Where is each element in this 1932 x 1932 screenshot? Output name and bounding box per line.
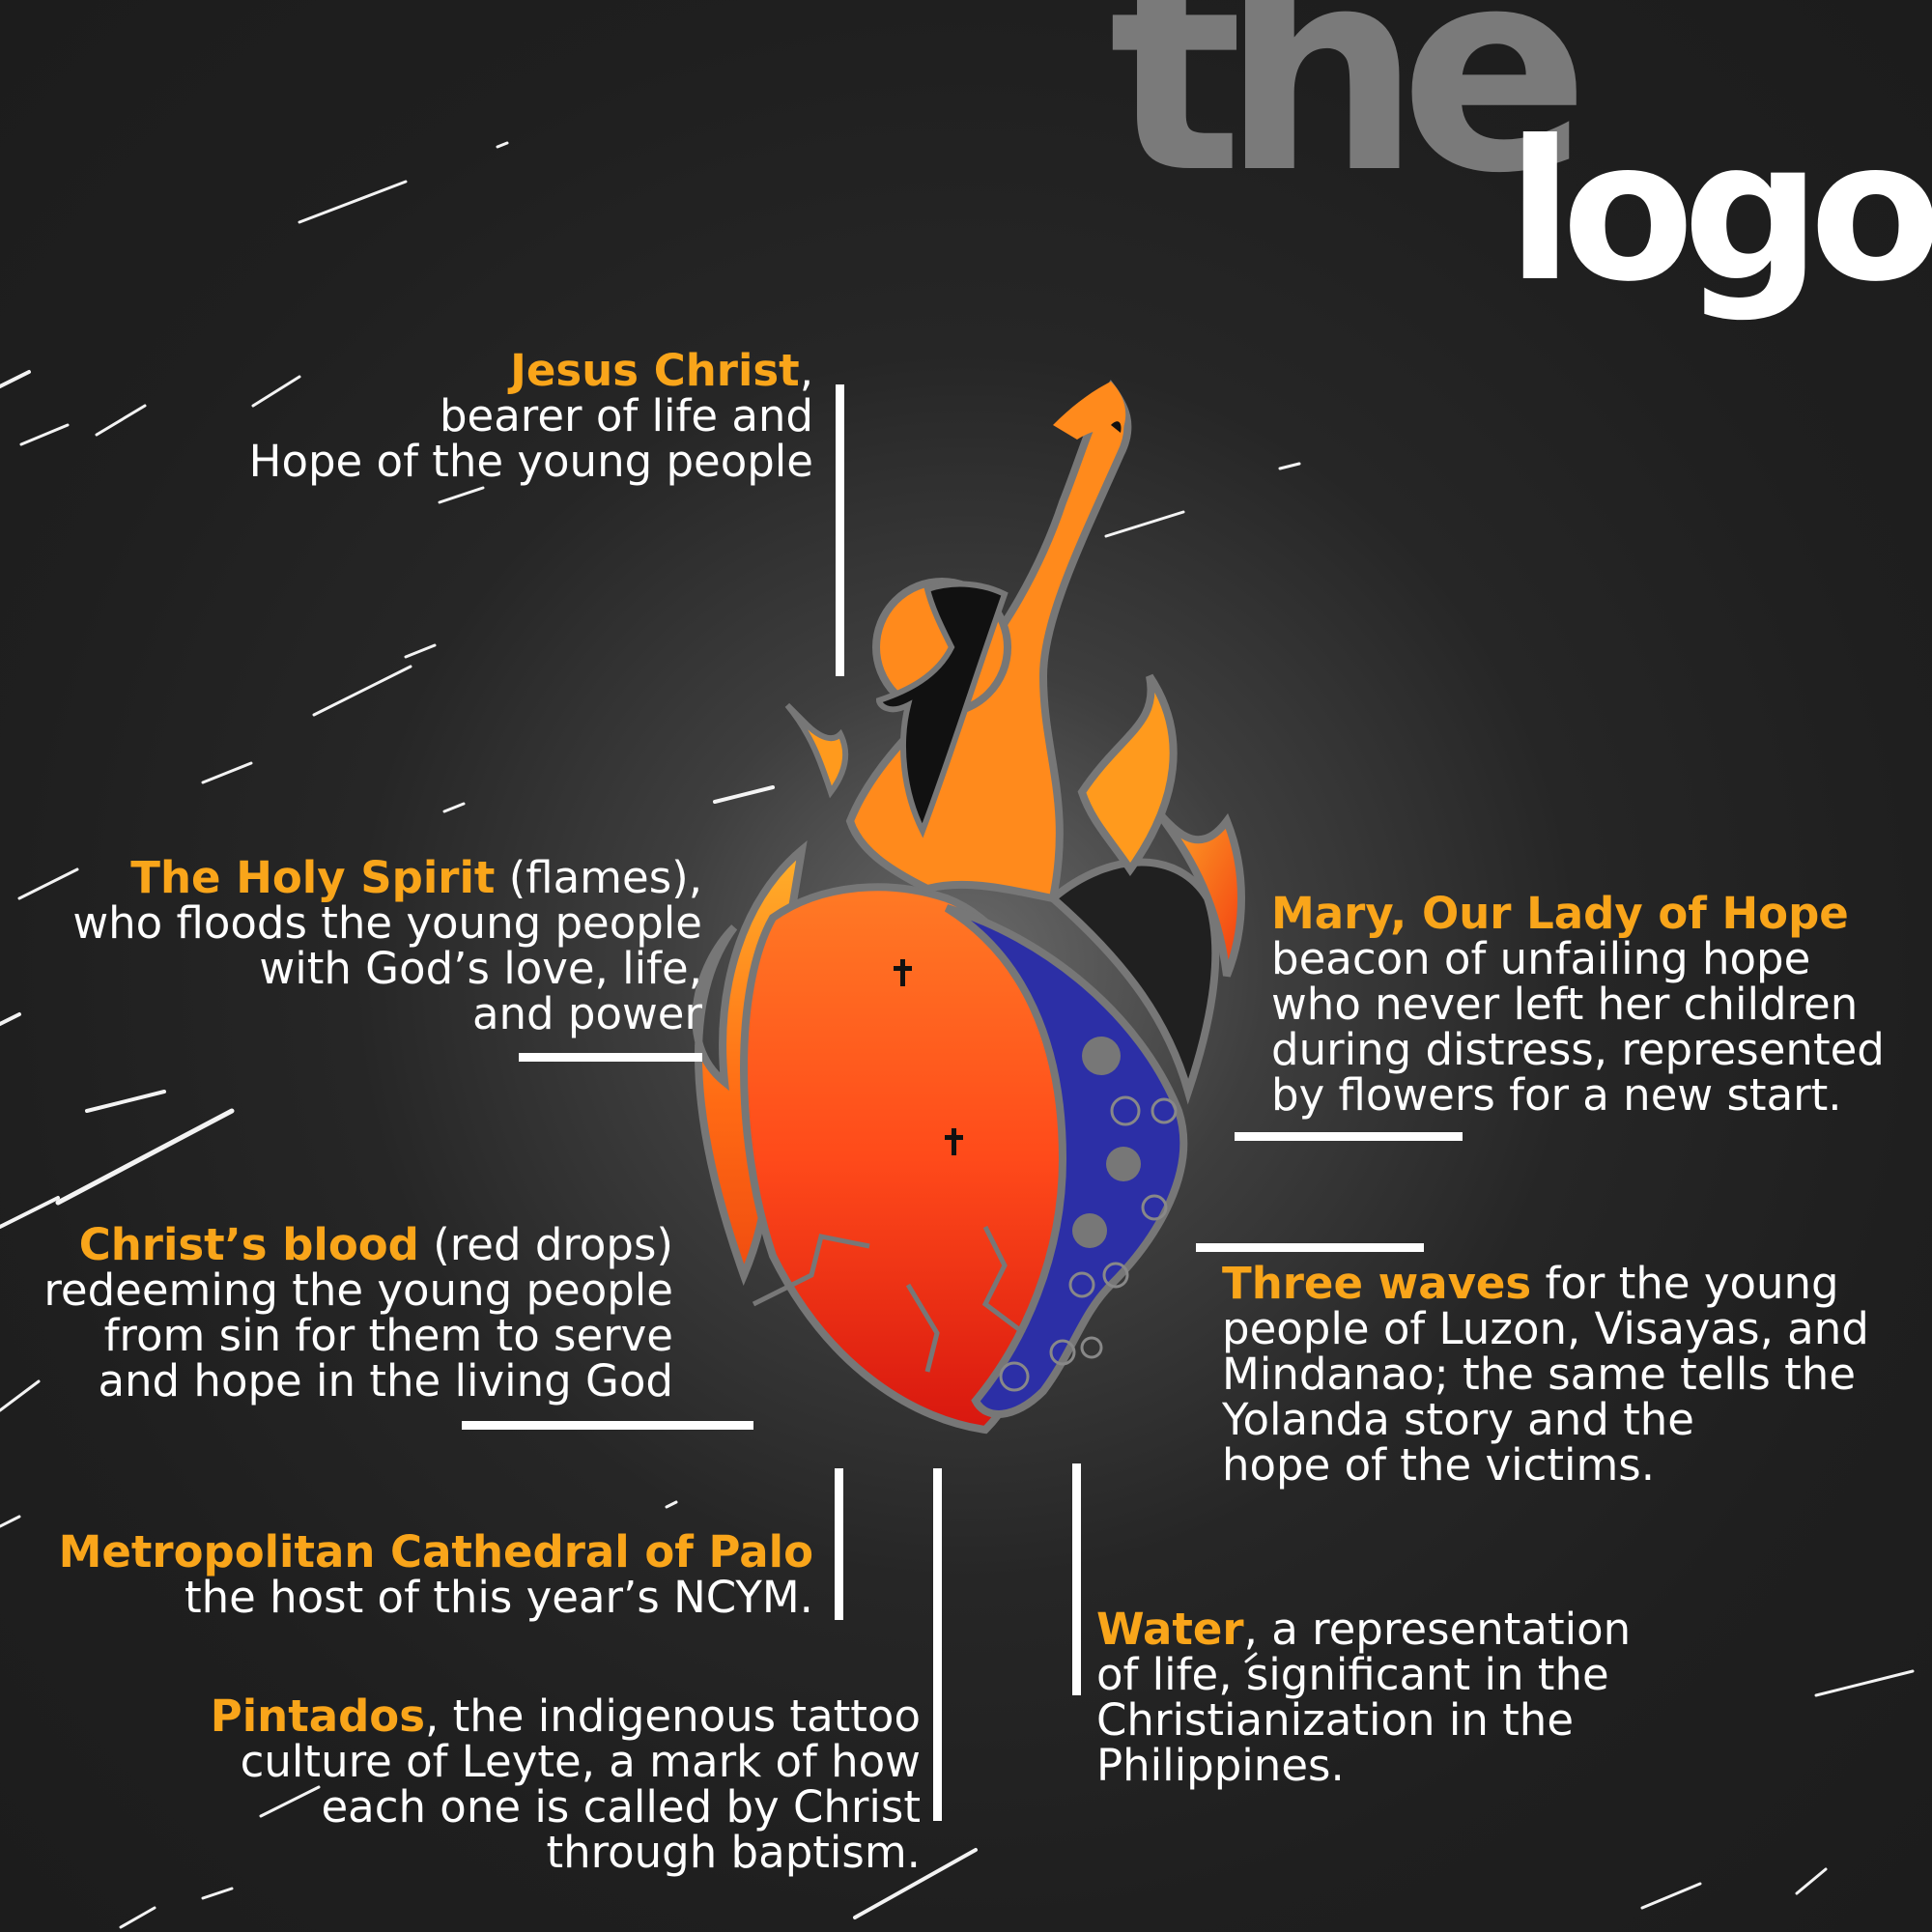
- label-blood: Christ’s blood: [78, 1219, 419, 1270]
- label-water: Water: [1096, 1604, 1244, 1655]
- annotation-pintados: Pintados, the indigenous tattoo culture …: [210, 1690, 921, 1878]
- right-flame-2: [1077, 673, 1178, 877]
- annotation-jesus: Jesus Christ, bearer of life and Hope of…: [248, 345, 813, 487]
- annotation-mary: Mary, Our Lady of Hope beacon of unfaili…: [1271, 888, 1885, 1121]
- rule-cathedral: [835, 1468, 843, 1620]
- label-waves: Three waves: [1222, 1258, 1532, 1309]
- annotation-water: Water, a representation of life, signifi…: [1096, 1604, 1632, 1791]
- rule-waves: [1196, 1243, 1424, 1252]
- cross-icon: [945, 1128, 963, 1155]
- label-pintados: Pintados: [210, 1690, 425, 1742]
- title-word-the: the: [1109, 0, 1590, 235]
- annotation-holy-spirit: The Holy Spirit (flames), who floods the…: [72, 852, 702, 1039]
- label-mary: Mary, Our Lady of Hope: [1271, 888, 1849, 939]
- annotation-waves: Three waves for the young people of Luzo…: [1222, 1258, 1869, 1491]
- label-holy-spirit: The Holy Spirit: [130, 852, 496, 903]
- label-jesus: Jesus Christ: [510, 345, 800, 396]
- right-flame: [1146, 799, 1245, 978]
- mary-mantle: [1046, 858, 1220, 1105]
- bird-flame: [784, 702, 849, 799]
- title-word-logo: logo: [1507, 99, 1932, 325]
- cross-icon: [894, 959, 912, 986]
- rule-holy-spirit: [519, 1053, 702, 1062]
- annotation-blood: Christ’s blood (red drops) redeeming the…: [43, 1219, 673, 1406]
- raised-arm: [1053, 382, 1126, 440]
- rule-mary: [1235, 1132, 1463, 1141]
- rule-pintados: [933, 1468, 942, 1821]
- annotation-cathedral: Metropolitan Cathedral of Palo the host …: [58, 1526, 813, 1623]
- veil: [875, 581, 1009, 838]
- flower-icon: [999, 1095, 1178, 1392]
- rule-jesus: [836, 384, 844, 676]
- blue-wave: [944, 904, 1188, 1418]
- rule-blood: [462, 1421, 753, 1430]
- rule-water: [1072, 1463, 1081, 1695]
- label-cathedral: Metropolitan Cathedral of Palo: [58, 1526, 813, 1577]
